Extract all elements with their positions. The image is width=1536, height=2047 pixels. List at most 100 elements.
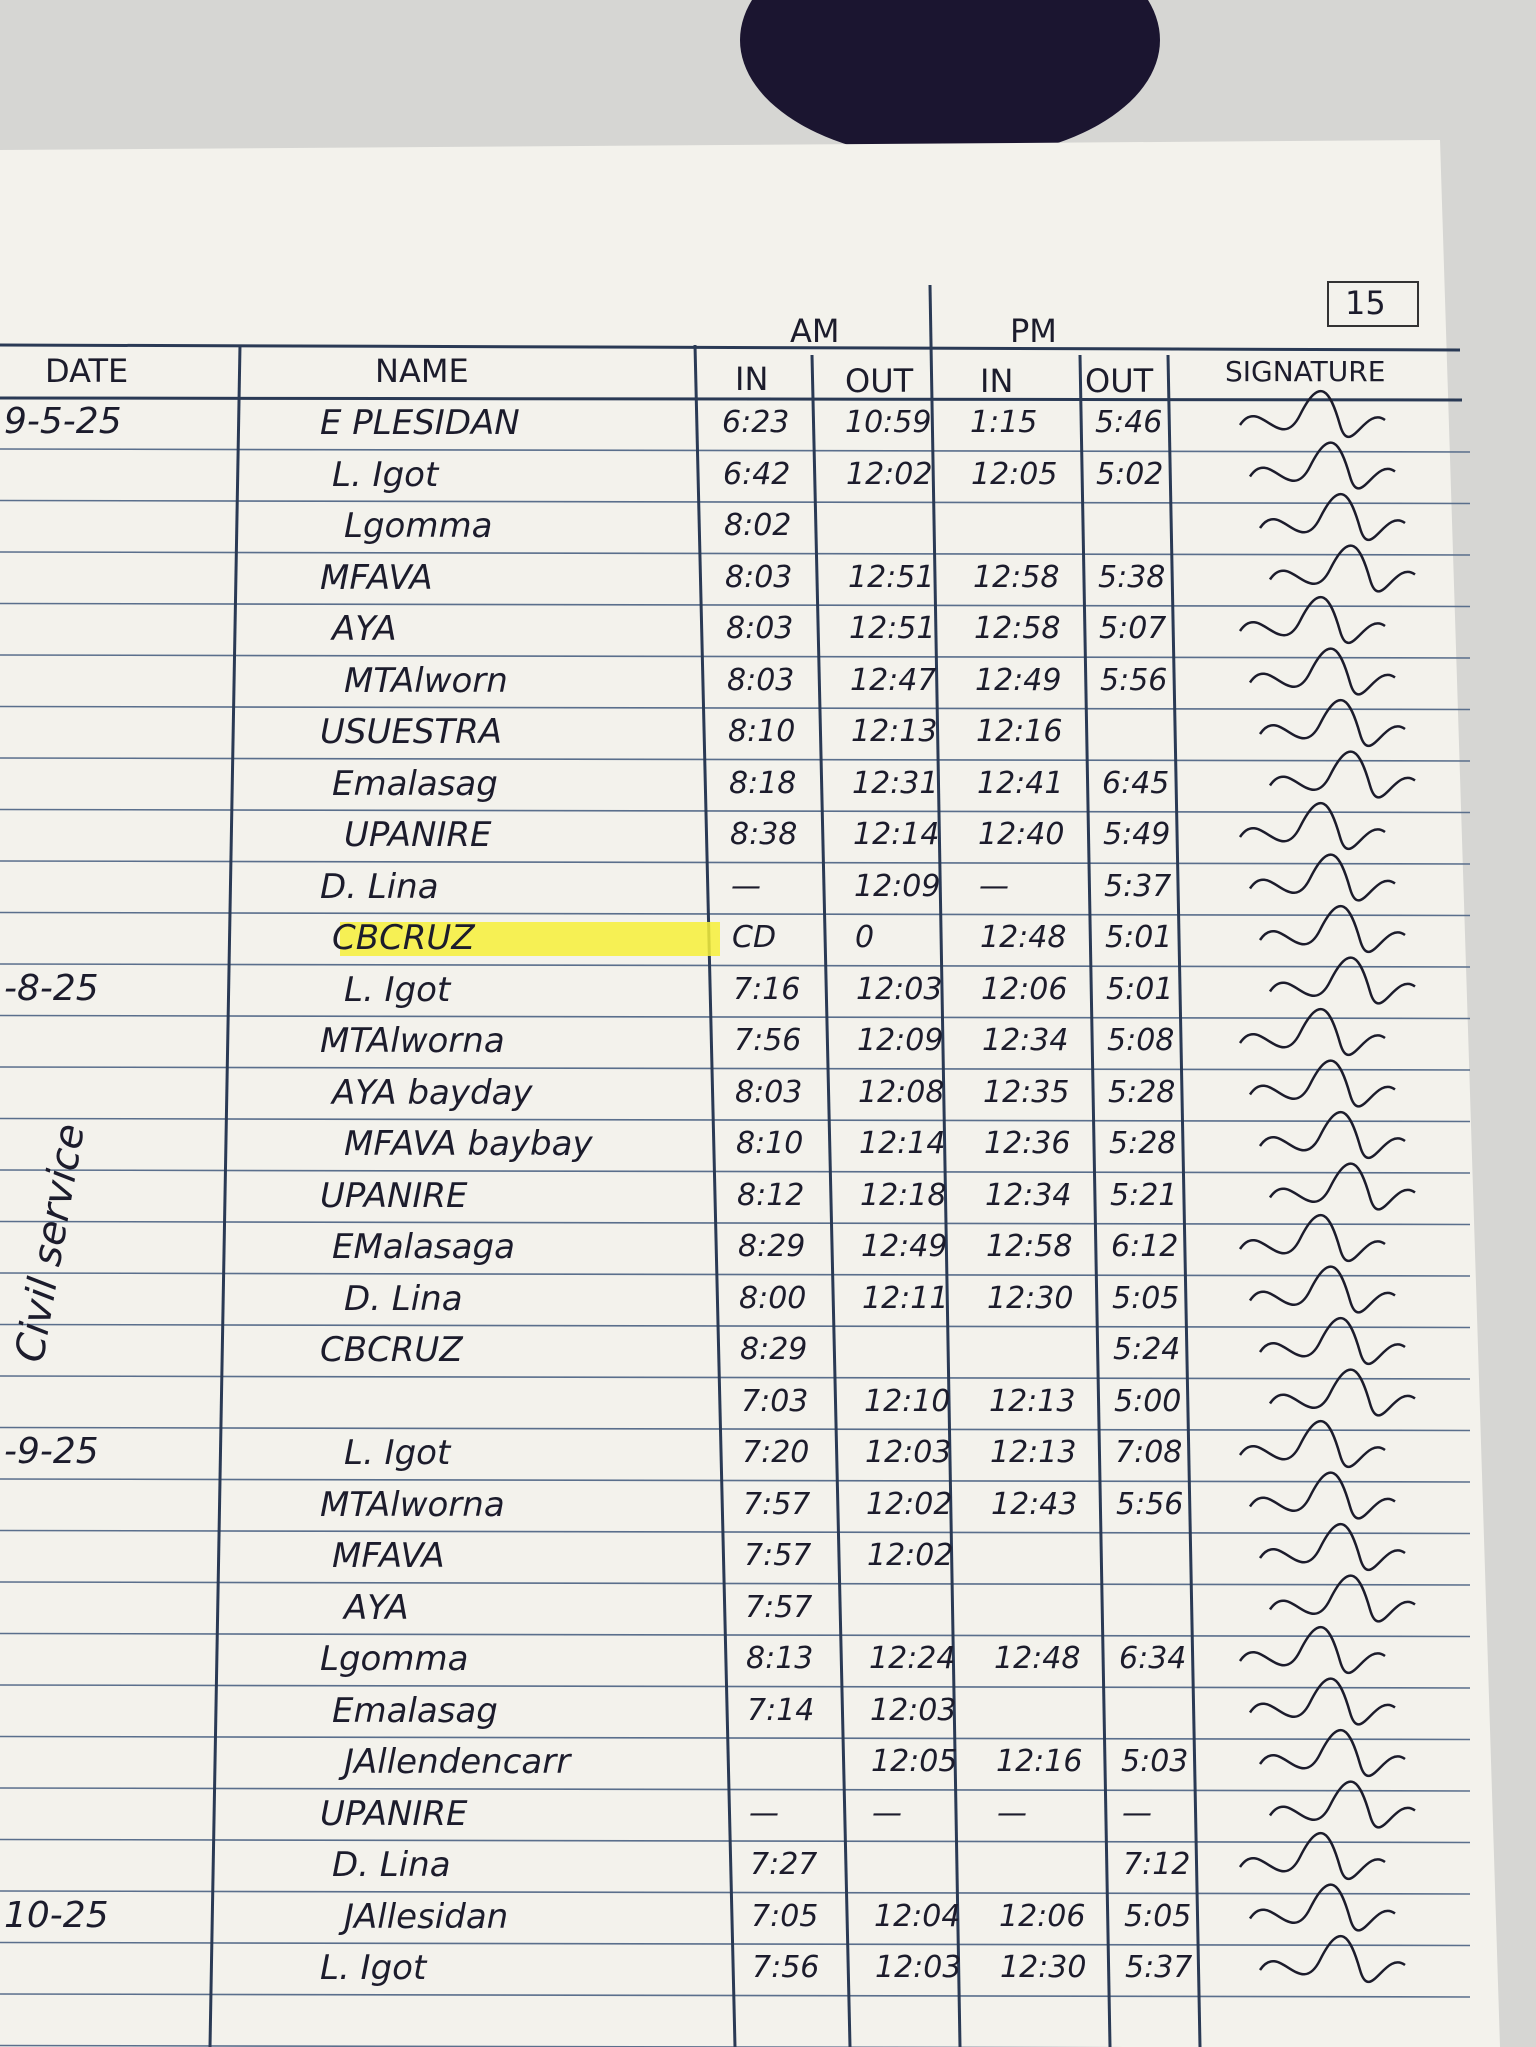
pm-out: 5:21 xyxy=(1110,1177,1178,1213)
name: UPANIRE xyxy=(344,815,492,855)
rule xyxy=(0,1581,1471,1586)
name: CBCRUZ xyxy=(320,1330,463,1370)
mouse xyxy=(740,0,1160,160)
pm-in: 1:15 xyxy=(970,405,1038,440)
pm-out: 6:45 xyxy=(1102,765,1170,801)
am-in: 6:23 xyxy=(722,405,790,440)
rule xyxy=(0,808,1471,814)
pm-in: 12:35 xyxy=(983,1074,1070,1110)
am-in: 8:12 xyxy=(737,1177,805,1213)
am-in: CD xyxy=(732,920,777,955)
pm-in: 12:34 xyxy=(982,1023,1069,1058)
rule xyxy=(0,499,1471,505)
am-in: 8:29 xyxy=(738,1229,806,1264)
pm-in: — xyxy=(997,1795,1027,1831)
name: L. Igot xyxy=(344,969,451,1010)
am-out: 10:59 xyxy=(845,405,932,440)
rule xyxy=(0,1632,1471,1638)
am-out: 12:02 xyxy=(846,456,933,492)
am-in: 8:03 xyxy=(735,1074,803,1110)
rule xyxy=(0,1169,1471,1174)
column-lines xyxy=(0,284,1463,2047)
header-date: DATE xyxy=(45,352,129,390)
am-out: 12:13 xyxy=(851,714,938,749)
name: L. Igot xyxy=(320,1948,427,1988)
rule xyxy=(0,1941,1471,1947)
am-in: 8:02 xyxy=(724,508,792,543)
name: D. Lina xyxy=(332,1845,451,1885)
pm-out: 5:56 xyxy=(1100,662,1168,698)
pm-out: 5:05 xyxy=(1112,1280,1180,1316)
pm-out: 6:12 xyxy=(1111,1229,1179,1264)
rule xyxy=(0,860,1471,865)
am-in: 8:03 xyxy=(727,662,795,698)
header-pm: PM xyxy=(1010,312,1057,350)
am-out: 12:14 xyxy=(859,1126,946,1161)
rule xyxy=(0,1529,1471,1535)
rule xyxy=(0,2044,1128,2047)
rule xyxy=(0,654,1471,659)
signature xyxy=(1268,750,1416,799)
name: AYA xyxy=(344,1587,409,1628)
sheet xyxy=(0,140,1500,2047)
signature xyxy=(1238,595,1386,645)
pm-in: 12:43 xyxy=(991,1486,1078,1522)
rule xyxy=(0,963,1471,968)
header-signature: SIGNATURE xyxy=(1225,355,1386,388)
am-out: 12:05 xyxy=(871,1744,958,1779)
signature xyxy=(1248,1265,1396,1314)
pm-out: 5:38 xyxy=(1098,559,1166,595)
page-number: 15 xyxy=(1345,284,1386,322)
name: MFAVA xyxy=(332,1536,445,1576)
date: -9-25 xyxy=(4,1431,99,1472)
rule xyxy=(0,1838,1471,1844)
am-out: 12:09 xyxy=(857,1023,944,1058)
rule xyxy=(0,602,1471,608)
rule xyxy=(0,705,1471,711)
header-pm-in: IN xyxy=(980,362,1014,400)
name: Emalasag xyxy=(332,1690,498,1731)
pm-in: 12:06 xyxy=(999,1898,1086,1934)
signature xyxy=(1238,801,1386,851)
date: 10-25 xyxy=(4,1894,109,1936)
am-out: 12:10 xyxy=(864,1383,951,1419)
am-in: 8:38 xyxy=(730,817,798,852)
pm-in: — xyxy=(979,868,1009,904)
rule xyxy=(0,1890,1471,1895)
name: JAllendencarr xyxy=(344,1742,571,1782)
am-in: 8:00 xyxy=(739,1280,807,1316)
am-in: — xyxy=(749,1795,779,1831)
rule xyxy=(0,1117,1471,1123)
am-in: — xyxy=(731,868,761,904)
pm-in: 12:49 xyxy=(975,662,1062,698)
signature xyxy=(1268,1368,1416,1417)
pm-out: 5:02 xyxy=(1096,456,1164,492)
pm-out: 7:08 xyxy=(1115,1435,1183,1470)
pm-in: 12:30 xyxy=(1000,1950,1087,1985)
header-name: NAME xyxy=(375,352,469,390)
name: AYA xyxy=(332,609,397,649)
signature xyxy=(1258,1316,1406,1366)
am-in: 8:10 xyxy=(728,714,796,749)
name: MFAVA xyxy=(320,557,433,598)
signature xyxy=(1268,1162,1416,1211)
name: E PLESIDAN xyxy=(320,403,520,443)
pm-out: 5:37 xyxy=(1104,868,1172,904)
pm-in: 12:30 xyxy=(987,1280,1074,1316)
ruled-lines xyxy=(0,448,1471,2047)
rule xyxy=(0,911,1471,917)
name: EMalasaga xyxy=(332,1227,515,1267)
name: Lgomma xyxy=(320,1639,469,1679)
signature xyxy=(1248,647,1396,696)
pm-out: 5:56 xyxy=(1116,1486,1184,1522)
signature xyxy=(1258,1110,1406,1160)
signature xyxy=(1258,904,1406,954)
rule xyxy=(0,1787,1471,1792)
pm-out: 5:00 xyxy=(1114,1383,1182,1419)
rule xyxy=(0,1323,1471,1329)
signature xyxy=(1268,1574,1416,1623)
am-in: 7:56 xyxy=(734,1023,802,1058)
am-out: 12:49 xyxy=(861,1229,948,1264)
